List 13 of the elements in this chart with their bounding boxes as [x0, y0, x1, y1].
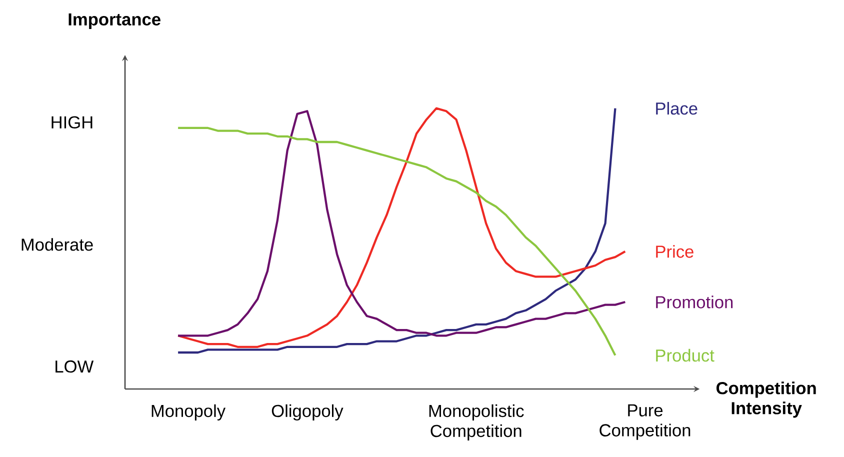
series-label: Promotion — [656, 296, 733, 308]
text: HIGH — [52, 116, 92, 128]
text: Product — [656, 348, 714, 362]
x-tick-label: Oligopoly — [272, 404, 344, 421]
y-axis-title: Importance — [68, 13, 160, 29]
text: Moderate — [22, 238, 93, 251]
x-tick-label: Monopolistic Competition — [429, 404, 524, 441]
x-tick-label: Monopoly — [152, 404, 226, 421]
x-tick-label: Pure Competition — [600, 404, 690, 440]
text: Place — [656, 102, 698, 115]
x-axis-title: Competition Intensity — [716, 382, 816, 418]
series-label: Price — [656, 245, 694, 258]
text: LOW — [56, 360, 94, 373]
